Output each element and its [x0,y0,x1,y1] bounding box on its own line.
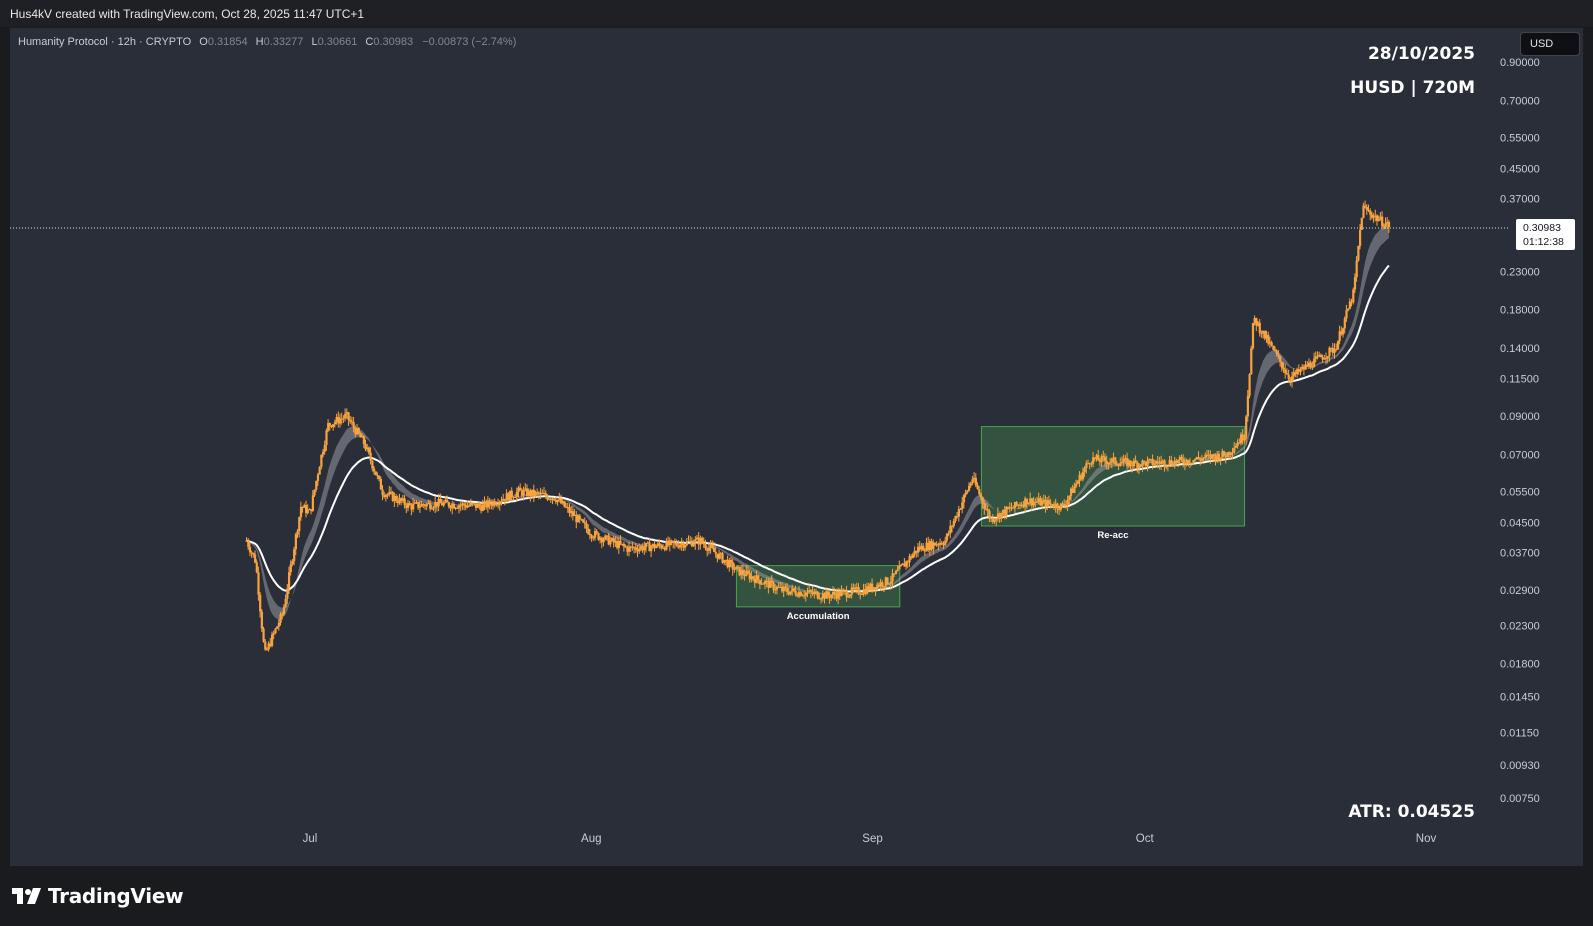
low-value: 0.30661 [317,36,358,48]
close-label: C [365,36,374,48]
open-value: 0.31854 [207,36,248,48]
tradingview-logo[interactable]: TradingView [12,884,184,908]
countdown-value: 01:12:38 [1523,236,1564,248]
change-value: −0.00873 (−2.74%) [422,36,517,48]
last-price-tag: 0.30983 01:12:38 [1516,219,1575,250]
attribution-text: Hus4kV created with TradingView.com, Oct… [10,7,365,21]
overlay-ticker: HUSD | 720M [1350,78,1475,98]
high-label: H [255,36,264,48]
close-value: 0.30983 [373,36,414,48]
attribution-bar: Hus4kV created with TradingView.com, Oct… [0,0,1593,27]
symbol-legend: Humanity Protocol · 12h · CRYPTO O0.3185… [18,36,516,48]
overlay-atr: ATR: 0.04525 [1348,802,1475,822]
chart-panel[interactable] [9,27,1584,867]
open-label: O [199,36,208,48]
low-label: L [311,36,318,48]
high-value: 0.33277 [263,36,304,48]
overlay-date: 28/10/2025 [1367,44,1475,64]
symbol-name: Humanity Protocol · 12h · CRYPTO [18,36,192,48]
tradingview-logo-icon [12,888,41,904]
footer [0,868,1593,926]
tradingview-brand: TradingView [48,884,184,908]
currency-button[interactable]: USD [1520,32,1580,56]
last-price-value: 0.30983 [1523,222,1561,234]
